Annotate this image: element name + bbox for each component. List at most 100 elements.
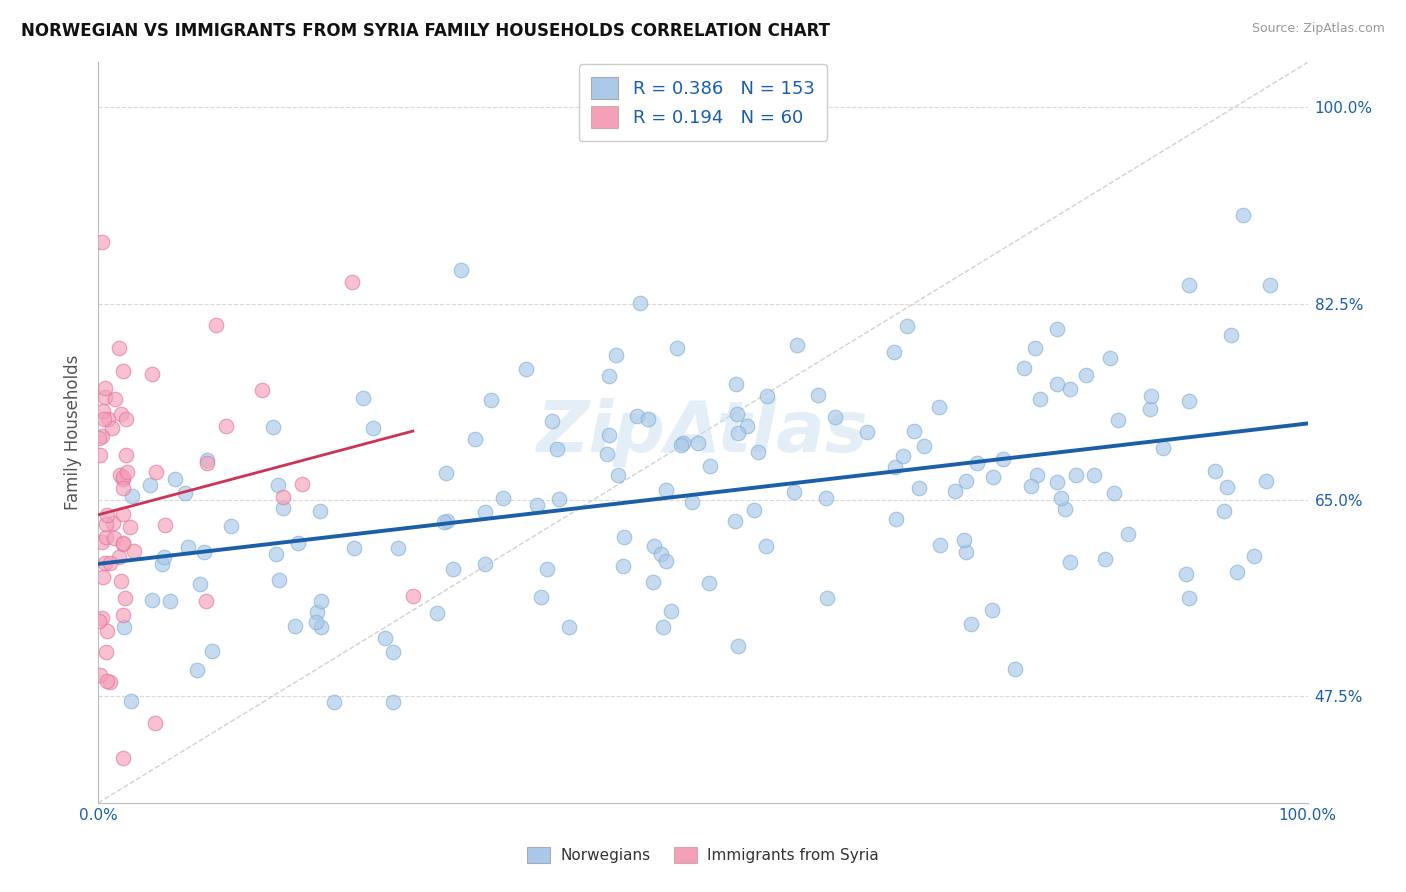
Point [287, 536, 309, 550]
Point [1220, 327, 1243, 342]
Point [786, 337, 808, 351]
Point [724, 377, 747, 392]
Point [159, 593, 181, 607]
Point [699, 458, 721, 473]
Point [727, 426, 749, 441]
Point [966, 456, 988, 470]
Point [928, 538, 950, 552]
Point [122, 544, 145, 558]
Point [558, 620, 581, 634]
Point [612, 559, 634, 574]
Point [650, 547, 672, 561]
Point [824, 409, 846, 424]
Point [464, 432, 486, 446]
Point [108, 549, 131, 564]
Text: ZipAtlas: ZipAtlas [537, 398, 869, 467]
Point [492, 491, 515, 505]
Point [374, 631, 396, 645]
Point [654, 554, 676, 568]
Point [176, 541, 198, 555]
Point [93, 411, 115, 425]
Point [110, 574, 132, 588]
Point [884, 511, 907, 525]
Point [1046, 321, 1069, 335]
Point [111, 536, 134, 550]
Point [433, 515, 456, 529]
Point [112, 620, 135, 634]
Point [205, 318, 228, 332]
Text: Source: ZipAtlas.com: Source: ZipAtlas.com [1251, 22, 1385, 36]
Point [596, 447, 619, 461]
Point [108, 341, 131, 355]
Point [201, 644, 224, 658]
Point [607, 468, 630, 483]
Point [94, 645, 117, 659]
Point [671, 436, 693, 450]
Point [305, 605, 328, 619]
Legend: Norwegians, Immigrants from Syria: Norwegians, Immigrants from Syria [520, 841, 886, 869]
Point [688, 436, 710, 450]
Point [1094, 552, 1116, 566]
Point [121, 490, 143, 504]
Point [305, 615, 328, 630]
Point [111, 470, 134, 484]
Point [630, 295, 652, 310]
Point [855, 425, 877, 439]
Point [1050, 491, 1073, 506]
Point [174, 486, 197, 500]
Point [343, 541, 366, 556]
Point [89, 614, 111, 628]
Point [1216, 480, 1239, 494]
Point [908, 481, 931, 495]
Point [742, 503, 765, 517]
Point [474, 557, 496, 571]
Point [436, 514, 458, 528]
Point [97, 412, 120, 426]
Point [96, 516, 118, 531]
Point [309, 504, 332, 518]
Point [548, 491, 571, 506]
Point [111, 481, 134, 495]
Point [1083, 468, 1105, 483]
Point [450, 263, 472, 277]
Point [1178, 278, 1201, 293]
Point [1204, 464, 1226, 478]
Point [188, 576, 211, 591]
Point [953, 533, 976, 547]
Point [361, 421, 384, 435]
Point [637, 412, 659, 426]
Point [641, 574, 664, 589]
Point [139, 477, 162, 491]
Point [100, 421, 122, 435]
Point [1059, 382, 1081, 396]
Point [112, 472, 135, 486]
Point [98, 556, 121, 570]
Point [271, 501, 294, 516]
Point [724, 514, 747, 528]
Point [755, 539, 778, 553]
Point [655, 483, 678, 498]
Point [120, 520, 142, 534]
Point [1029, 392, 1052, 407]
Point [955, 545, 977, 559]
Point [669, 438, 692, 452]
Point [153, 549, 176, 564]
Point [441, 562, 464, 576]
Point [1178, 591, 1201, 605]
Point [111, 364, 134, 378]
Point [143, 716, 166, 731]
Point [955, 474, 977, 488]
Point [598, 427, 620, 442]
Point [1232, 209, 1254, 223]
Point [267, 478, 290, 492]
Point [91, 404, 114, 418]
Point [474, 505, 496, 519]
Point [1074, 368, 1097, 382]
Point [727, 639, 749, 653]
Point [479, 392, 502, 407]
Point [186, 663, 208, 677]
Point [1064, 468, 1087, 483]
Point [613, 530, 636, 544]
Point [96, 624, 118, 639]
Point [884, 459, 907, 474]
